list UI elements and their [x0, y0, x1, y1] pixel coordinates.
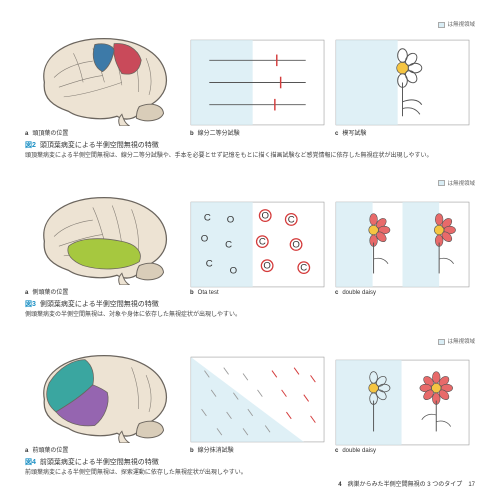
double-daisy-4-svg: [335, 359, 470, 446]
fig3-panel-c: cdouble daisy: [335, 201, 470, 296]
neglect-note-4: は無視領域: [25, 337, 475, 345]
fig4-title: 図4前頭葉病変による半側空間無視の特徴: [25, 457, 475, 467]
fig2-panel-c: c模写試験: [335, 39, 470, 137]
brain-parietal-svg: [25, 29, 180, 126]
page-footer: 4 病巣からみた半側空間無視の 3 つのタイプ 17: [338, 479, 475, 488]
figure-3: は無視領域 a側頭葉の位置: [25, 179, 475, 320]
fig4-panel-b: b線分抹消試験: [190, 356, 325, 454]
svg-text:C: C: [300, 262, 307, 273]
fig3-panels: a側頭葉の位置 CO OC CO OC CO OC: [25, 188, 475, 296]
fig2-c-label: 模写試験: [342, 131, 366, 137]
ota-test-svg: CO OC CO OC CO OC: [190, 201, 325, 288]
fig4-panels: a前頭葉の位置: [25, 346, 475, 454]
double-daisy-svg: [335, 201, 470, 288]
line-cancellation-svg: [190, 356, 325, 443]
brain-frontal-svg: [25, 346, 180, 443]
svg-text:C: C: [288, 214, 295, 225]
fig4-b-label: 線分抹消試験: [198, 448, 234, 454]
svg-text:C: C: [259, 236, 266, 247]
neglect-note-3: は無視領域: [25, 179, 475, 187]
fig4-a-label: 前頭葉の位置: [32, 448, 68, 454]
svg-text:O: O: [230, 265, 238, 276]
line-bisection-svg: [190, 39, 325, 126]
fig3-b-label: Ota test: [198, 290, 219, 296]
fig4-c-label: double daisy: [342, 448, 376, 454]
brain-temporal-svg: [25, 188, 180, 285]
figure-4: は無視領域 a前頭葉の位置: [25, 337, 475, 478]
fig2-desc: 頭頂葉病変による半側空間無視は、線分二等分試験や、手本を必要とせず記憶をもとに描…: [25, 152, 475, 161]
fig2-panels: a頭頂葉の位置 b線分二等分試験: [25, 29, 475, 137]
fig2-b-label: 線分二等分試験: [198, 131, 240, 137]
neglect-note: は無視領域: [25, 20, 475, 28]
fig3-title: 図3側頭葉病変による半側空間無視の特徴: [25, 299, 475, 309]
figure-2: は無視領域: [25, 20, 475, 161]
fig3-a-label: 側頭葉の位置: [32, 290, 68, 296]
fig2-panel-b: b線分二等分試験: [190, 39, 325, 137]
fig2-a-label: 頭頂葉の位置: [32, 131, 68, 137]
fig3-c-label: double daisy: [342, 290, 376, 296]
svg-text:O: O: [201, 233, 209, 244]
fig2-panel-a: a頭頂葉の位置: [25, 29, 180, 137]
svg-text:C: C: [206, 258, 213, 269]
fig4-panel-a: a前頭葉の位置: [25, 346, 180, 454]
svg-text:C: C: [204, 212, 211, 223]
fig4-desc: 前頭葉病変による半側空間無視は、探索運動に依存した無視症状が出現しやすい。: [25, 469, 475, 478]
fig3-panel-a: a側頭葉の位置: [25, 188, 180, 296]
fig3-panel-b: CO OC CO OC CO OC bOta test: [190, 201, 325, 296]
svg-text:C: C: [225, 239, 232, 250]
flower-copy-svg: [335, 39, 470, 126]
svg-text:O: O: [227, 214, 235, 225]
fig4-panel-c: cdouble daisy: [335, 359, 470, 454]
fig3-desc: 側頭葉病変の半側空間無視は、対象や身体に依存した無視症状が出現しやすい。: [25, 311, 475, 320]
fig2-title: 図2頭頂葉病変による半側空間無視の特徴: [25, 140, 475, 150]
